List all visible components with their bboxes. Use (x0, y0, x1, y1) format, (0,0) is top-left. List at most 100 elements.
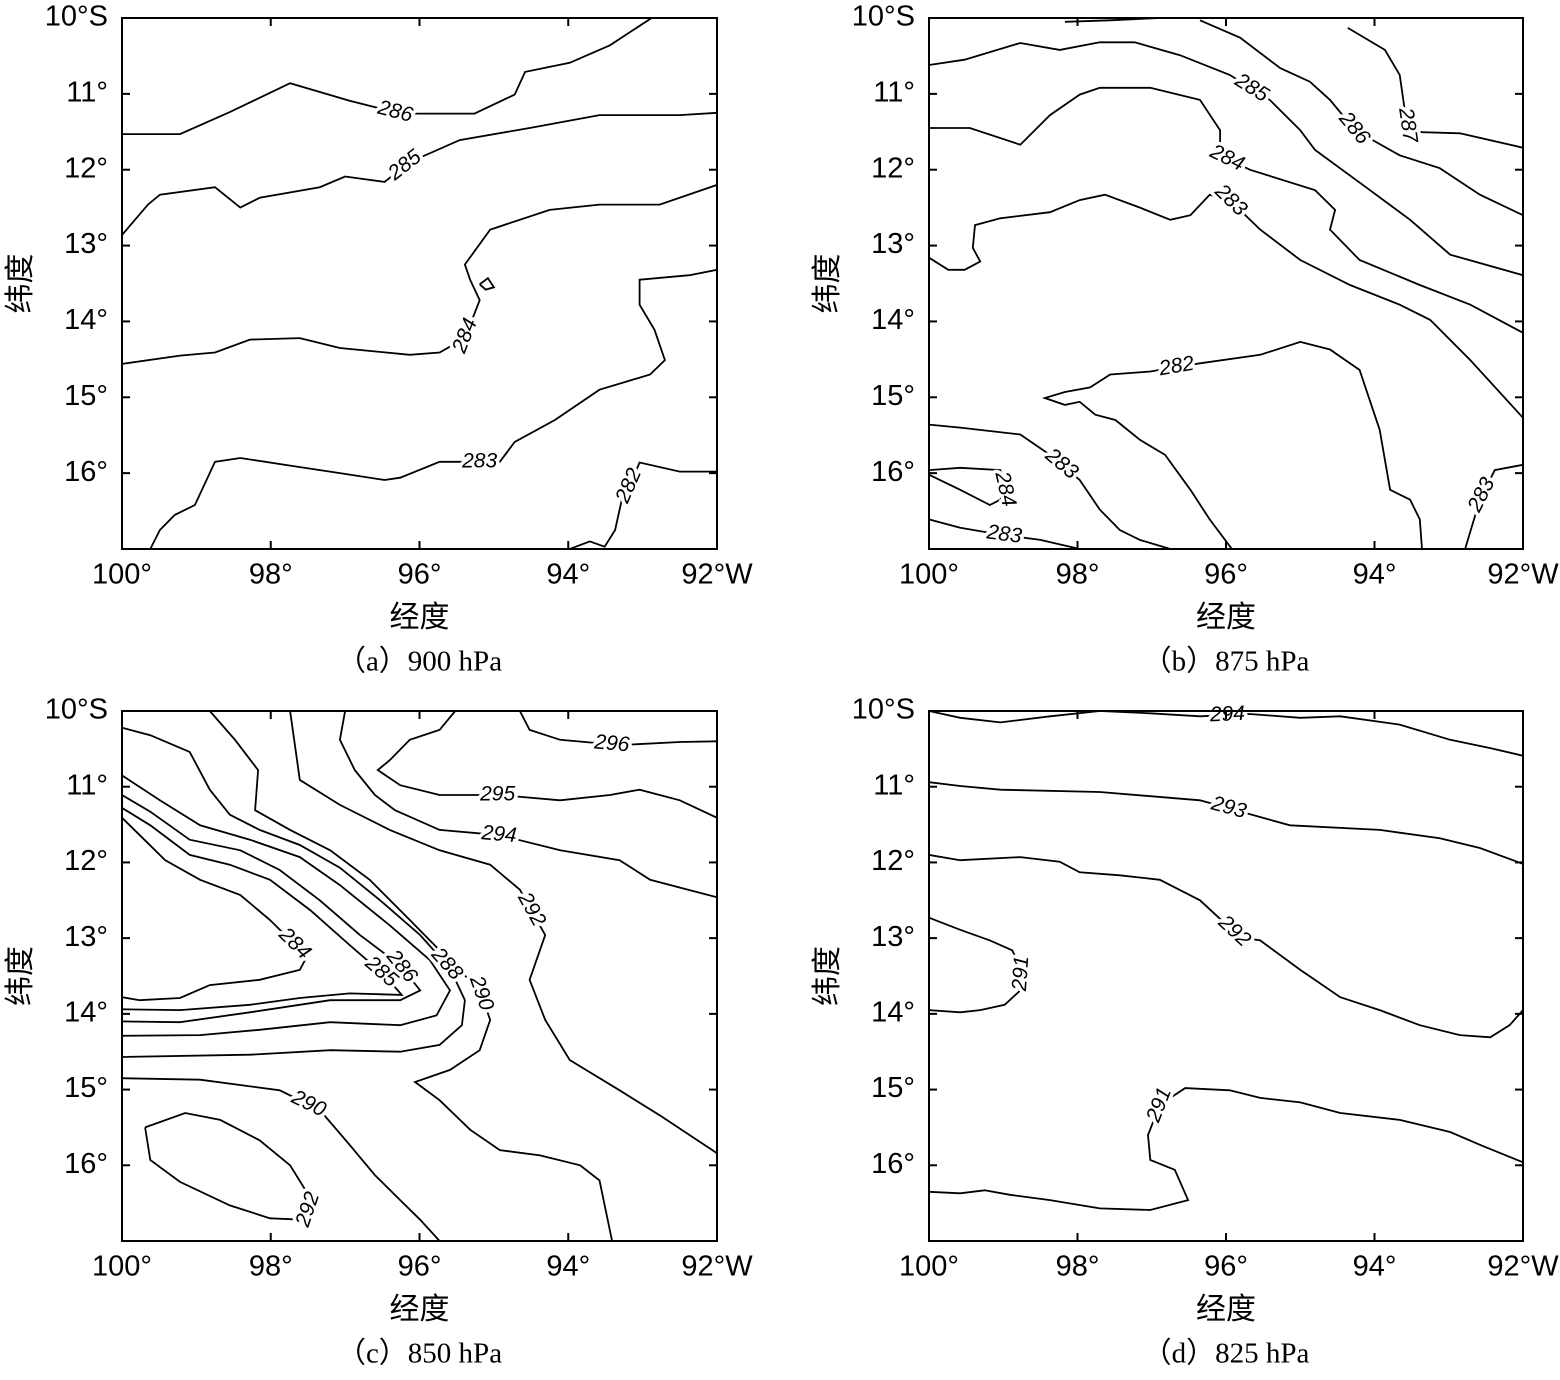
contour-label: 283 (1463, 474, 1500, 517)
panel-caption: （a）900 hPa (337, 646, 502, 678)
contour-line (149, 268, 717, 549)
contour-label: 293 (1208, 791, 1249, 823)
x-axis-label: 经度 (390, 601, 450, 634)
y-tick-label: 16° (871, 1148, 915, 1180)
x-tick-label: 92°W (681, 1251, 753, 1283)
x-tick-label: 94° (546, 559, 590, 591)
y-tick-label: 14° (64, 304, 108, 336)
contour-label: 291 (1008, 955, 1034, 993)
contours (122, 18, 717, 549)
contours (929, 18, 1523, 549)
contour-label: 292 (1213, 910, 1255, 952)
contour-line (929, 41, 1523, 277)
contour-line (122, 184, 717, 365)
x-tick-label: 98° (249, 559, 293, 591)
contour-line (122, 774, 452, 1037)
contour-line (929, 193, 1523, 419)
y-axis-label: 纬度 (811, 946, 844, 1006)
y-axis-label: 纬度 (4, 946, 37, 1006)
y-tick-label: 15° (64, 380, 108, 412)
contour-line (144, 1112, 313, 1221)
contour-line (338, 711, 717, 899)
contour-label: 290 (465, 972, 499, 1014)
contour-line (122, 1077, 441, 1241)
x-tick-label: 100° (899, 559, 959, 591)
x-tick-label: 94° (1353, 1251, 1397, 1283)
y-tick-label: 14° (871, 304, 915, 336)
contour-label: 286 (375, 96, 416, 127)
contour-line (1464, 463, 1523, 549)
y-tick-label: 15° (871, 1072, 915, 1104)
contour-label: 282 (1156, 352, 1196, 381)
contour-label: 282 (611, 465, 647, 508)
contour-label: 284 (1206, 139, 1248, 175)
y-tick-label: 10°S (45, 1, 108, 33)
y-tick-label: 11° (66, 77, 108, 109)
y-tick-label: 12° (871, 152, 915, 184)
contour-line (122, 807, 404, 1012)
x-tick-label: 100° (92, 1251, 152, 1283)
y-tick-label: 15° (64, 1072, 108, 1104)
y-tick-label: 16° (64, 1148, 108, 1180)
panel-caption: （d）825 hPa (1143, 1338, 1310, 1370)
x-tick-label: 98° (1056, 559, 1100, 591)
y-tick-label: 12° (64, 152, 108, 184)
contour-line (929, 781, 1523, 865)
x-tick-label: 92°W (1487, 1251, 1559, 1283)
contour-line (929, 518, 1080, 549)
x-tick-label: 98° (1056, 1251, 1100, 1283)
x-tick-label: 94° (1353, 559, 1397, 591)
y-tick-label: 16° (871, 456, 915, 488)
y-axis-label: 纬度 (811, 254, 844, 314)
x-axis-label: 经度 (390, 1293, 450, 1326)
contour-label: 291 (1141, 1084, 1176, 1126)
x-tick-label: 94° (546, 1251, 590, 1283)
y-tick-label: 13° (64, 921, 108, 953)
x-tick-label: 96° (1204, 1251, 1248, 1283)
y-tick-label: 10°S (852, 694, 915, 726)
x-tick-label: 96° (398, 1251, 442, 1283)
panel: 286 285 284 283 282 100° 98° 96° 94° 92°W 10°S 11° 1… (4, 1, 753, 678)
contour-line (209, 711, 613, 1241)
panel-caption: （b）875 hPa (1143, 646, 1310, 678)
x-tick-label: 92°W (1487, 559, 1559, 591)
y-tick-label: 11° (873, 77, 915, 109)
contour-label: 287 (1394, 105, 1422, 145)
contour-line (929, 1087, 1523, 1211)
y-axis-label: 纬度 (4, 254, 37, 314)
x-axis-label: 经度 (1196, 1293, 1256, 1326)
contour-label: 285 (383, 145, 426, 186)
contour-label: 292 (291, 1189, 324, 1231)
contour-label: 284 (447, 315, 482, 357)
contour-line (929, 916, 1023, 1014)
y-tick-label: 16° (64, 456, 108, 488)
contour-line (929, 711, 1523, 757)
x-tick-label: 96° (1204, 559, 1248, 591)
contour-label: 295 (479, 783, 515, 806)
contours (122, 711, 717, 1241)
contour-line (929, 423, 1171, 549)
y-tick-label: 12° (871, 845, 915, 877)
y-tick-label: 13° (64, 228, 108, 260)
contours (929, 711, 1523, 1211)
panel-caption: （c）850 hPa (337, 1338, 502, 1370)
contour-label: 283 (461, 449, 497, 472)
x-tick-label: 96° (398, 559, 442, 591)
contour-line (122, 726, 466, 1058)
contour-line (519, 711, 717, 747)
contour-line (1199, 19, 1523, 217)
contour-line (1041, 340, 1423, 549)
y-tick-label: 11° (66, 769, 108, 801)
y-tick-label: 10°S (45, 694, 108, 726)
contour-line (929, 466, 1006, 507)
x-tick-label: 92°W (681, 559, 753, 591)
y-tick-label: 11° (873, 769, 915, 801)
contour-label: 283 (984, 520, 1023, 548)
x-tick-label: 100° (92, 559, 152, 591)
contour-line (122, 817, 310, 1002)
x-axis-label: 经度 (1196, 601, 1256, 634)
